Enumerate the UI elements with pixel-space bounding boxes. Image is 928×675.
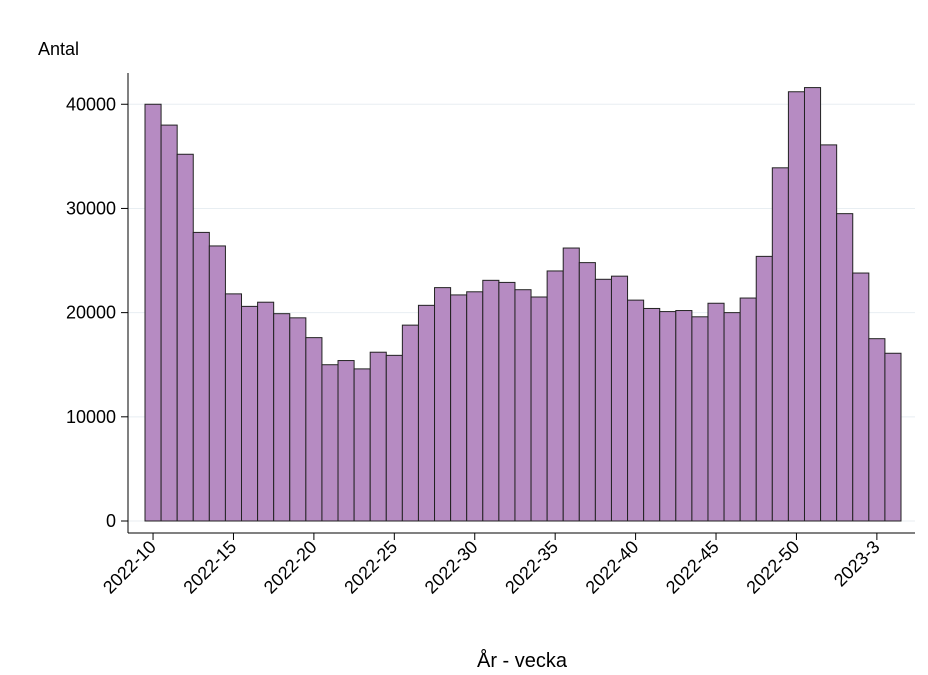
- bar: [691, 316, 709, 522]
- bar: [257, 301, 275, 522]
- bar: [771, 167, 789, 522]
- y-tick-label: 20000: [66, 303, 116, 323]
- x-tick-label: 2022-35: [501, 537, 562, 598]
- bar: [208, 245, 226, 522]
- bar: [417, 304, 436, 522]
- y-tick-label: 0: [106, 511, 116, 531]
- bar: [434, 287, 452, 522]
- bar: [337, 360, 355, 522]
- bar: [562, 247, 580, 522]
- bar: [755, 255, 773, 522]
- bar: [321, 364, 339, 522]
- bar: [289, 317, 307, 522]
- bar: [578, 262, 596, 522]
- bar: [482, 279, 500, 522]
- bar: [241, 305, 259, 522]
- bar: [176, 153, 194, 522]
- x-tick-label: 2023-3: [830, 537, 884, 591]
- y-tick-label: 40000: [66, 94, 116, 114]
- bar: [884, 352, 902, 522]
- bar: [144, 103, 162, 522]
- y-axis-title: Antal: [38, 39, 79, 59]
- x-axis-title: År - vecka: [477, 649, 568, 672]
- y-tick-label: 10000: [66, 407, 116, 427]
- x-tick-label: 2022-15: [179, 537, 240, 598]
- bar: [852, 272, 870, 522]
- bar: [353, 368, 371, 522]
- bar: [836, 213, 854, 522]
- bar: [369, 351, 387, 522]
- y-tick-label: 30000: [66, 198, 116, 218]
- bar: [820, 144, 838, 522]
- bar: [224, 293, 243, 522]
- bar: [498, 281, 516, 522]
- bar: [192, 231, 210, 522]
- bar: [385, 354, 403, 522]
- bar: [868, 338, 886, 522]
- bar: [450, 294, 468, 522]
- x-tick-label: 2022-10: [99, 537, 160, 598]
- bar: [466, 291, 484, 522]
- x-tick-label: 2022-20: [260, 537, 321, 598]
- x-tick-label: 2022-25: [340, 537, 401, 598]
- bar: [659, 311, 677, 522]
- bar: [627, 299, 645, 522]
- x-tick-label: 2022-50: [742, 537, 803, 598]
- bar: [273, 313, 291, 522]
- bar: [594, 278, 612, 522]
- bar: [803, 87, 822, 522]
- bar: [707, 302, 725, 522]
- bar: [401, 324, 419, 522]
- bar: [723, 312, 741, 522]
- bar: [610, 275, 629, 522]
- bar: [546, 270, 564, 522]
- bar: [514, 289, 532, 522]
- bar: [787, 91, 805, 522]
- bar: [305, 337, 323, 522]
- bar: [675, 310, 693, 522]
- x-tick-label: 2022-40: [582, 537, 643, 598]
- bar: [530, 296, 548, 522]
- bar: [739, 297, 757, 522]
- x-tick-label: 2022-45: [662, 537, 723, 598]
- bar: [643, 307, 661, 522]
- x-tick-label: 2022-30: [421, 537, 482, 598]
- bar: [160, 124, 178, 522]
